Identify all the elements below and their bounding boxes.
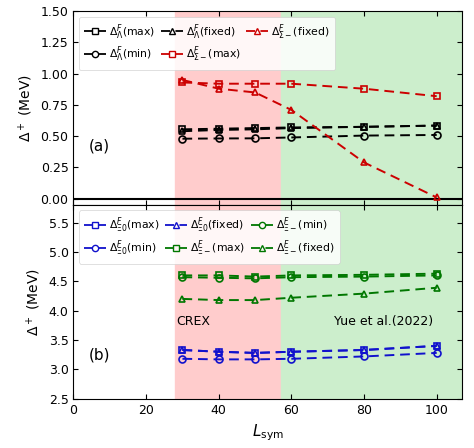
Y-axis label: $\Delta^+$ (MeV): $\Delta^+$ (MeV) (17, 74, 35, 142)
Text: (a): (a) (89, 139, 110, 154)
Y-axis label: $\Delta^+$ (MeV): $\Delta^+$ (MeV) (25, 268, 43, 336)
Legend: $\Delta^F_\Lambda$(max), $\Delta^F_\Lambda$(min), $\Delta^F_\Lambda$(fixed), $\D: $\Delta^F_\Lambda$(max), $\Delta^F_\Lamb… (79, 17, 335, 70)
Bar (281, 11, 462, 205)
Text: CREX: CREX (176, 315, 210, 328)
Text: Yue et al.(2022): Yue et al.(2022) (334, 315, 433, 328)
Text: (b): (b) (89, 348, 110, 363)
Bar (281, 205, 462, 399)
Bar (175, 11, 281, 205)
X-axis label: $L_{\rm sym}$: $L_{\rm sym}$ (252, 422, 284, 443)
Legend: $\Delta^F_{\Xi 0}$(max), $\Delta^F_{\Xi 0}$(min), $\Delta^F_{\Xi 0}$(fixed), $\D: $\Delta^F_{\Xi 0}$(max), $\Delta^F_{\Xi … (79, 211, 340, 264)
Bar (175, 205, 281, 399)
